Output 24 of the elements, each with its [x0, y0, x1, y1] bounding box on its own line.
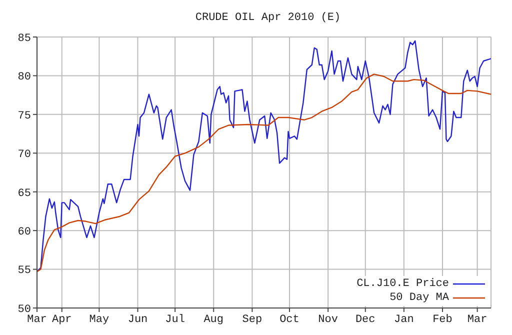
x-tick-label: Sep [242, 314, 262, 326]
x-tick-label: Jan [394, 314, 414, 326]
x-tick-label: Dec [355, 314, 376, 326]
y-tick-label: 55 [18, 265, 31, 278]
y-tick-label: 60 [18, 226, 31, 238]
x-tick-label: Feb [432, 314, 452, 326]
legend-label: CL.J10.E Price [356, 278, 449, 290]
y-tick-label: 80 [18, 72, 31, 84]
y-tick-label: 70 [18, 149, 31, 162]
y-tick-label: 85 [18, 32, 31, 45]
legend-label: 50 Day MA [390, 292, 449, 304]
x-tick-label: Nov [318, 314, 338, 326]
x-tick-label: Mar [467, 314, 488, 326]
x-tick-label: Oct [280, 314, 300, 326]
x-tick-label: Jun [128, 314, 148, 326]
x-tick-label: Apr [52, 314, 72, 326]
chart-title: CRUDE OIL Apr 2010 (E) [194, 12, 342, 24]
y-tick-label: 65 [18, 188, 31, 200]
y-tick-label: 75 [18, 110, 31, 122]
x-tick-label: May [89, 314, 110, 326]
y-tick-label: 50 [18, 304, 31, 316]
x-tick-label: Mar [27, 314, 47, 326]
x-tick-label: Aug [204, 314, 224, 326]
x-tick-label: Jul [165, 314, 185, 326]
